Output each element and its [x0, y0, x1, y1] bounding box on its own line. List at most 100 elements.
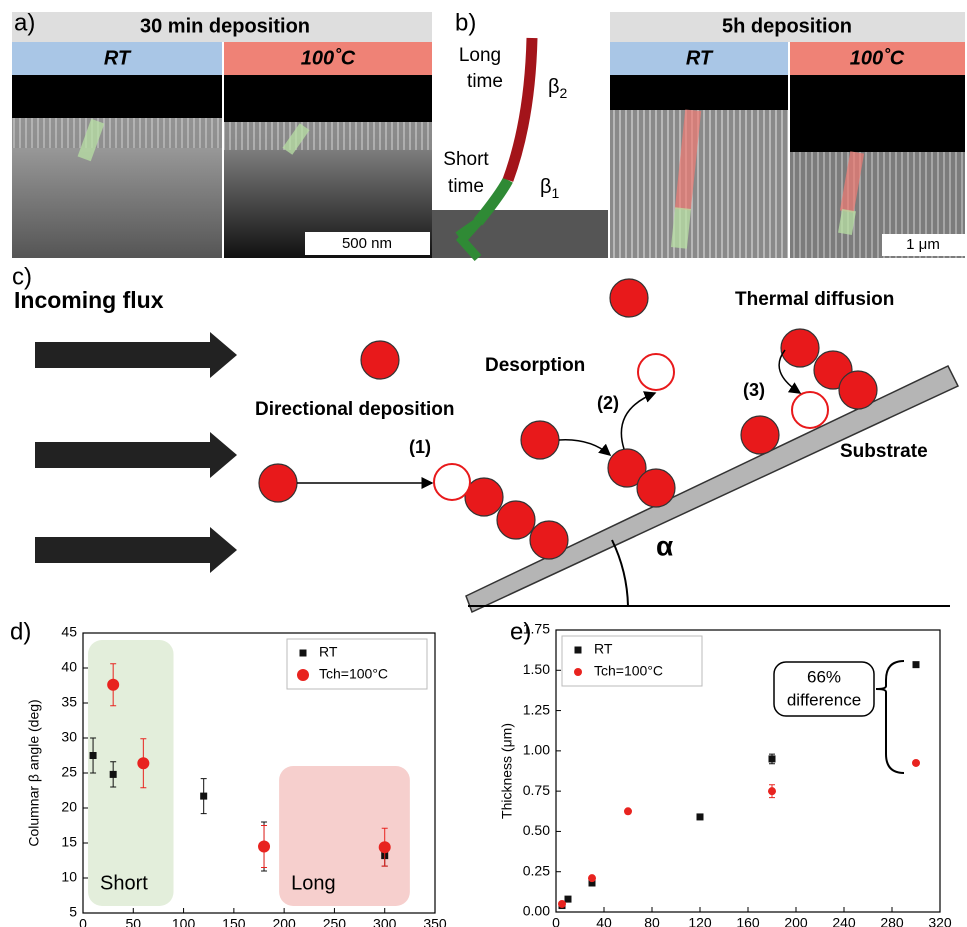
region-label: Long	[291, 872, 336, 894]
y-tick-label: 1.50	[523, 661, 550, 677]
x-tick-label: 120	[688, 915, 712, 927]
legend-label: RT	[594, 641, 613, 657]
x-tick-label: 240	[832, 915, 856, 927]
paths	[297, 349, 802, 489]
y-tick-label: 30	[61, 729, 77, 745]
point	[912, 758, 920, 767]
x-tick-label: 200	[272, 916, 296, 927]
label: Incoming flux	[14, 287, 164, 313]
y-tick-label: 25	[61, 764, 77, 780]
chart: e) 0 40 80 120 160 200 240 280 320 0.00 0.25 0.50 0.7…	[499, 618, 952, 927]
header: RT	[686, 47, 714, 69]
y-tick-label: 15	[61, 834, 77, 850]
label: (1)	[409, 437, 431, 457]
point	[378, 841, 391, 854]
point	[258, 840, 271, 853]
legend-label: RT	[319, 644, 338, 660]
y-tick-label: 35	[61, 694, 77, 710]
y-tick-label: 20	[61, 799, 77, 815]
x-tick-label: 150	[222, 916, 246, 927]
arrow	[558, 439, 612, 456]
annotation-box	[773, 661, 875, 717]
header: 100˚C	[850, 46, 905, 69]
flux-arrow	[35, 332, 237, 378]
annotation-text: difference	[787, 690, 861, 709]
point	[696, 813, 704, 821]
x-tick-label: 280	[880, 915, 904, 927]
y-tick-label: 10	[61, 869, 77, 885]
atom	[780, 328, 820, 368]
scale-bar	[305, 232, 430, 255]
atom	[520, 420, 560, 460]
vacancies	[433, 353, 829, 501]
chart: d) Short Long 0 50 100 150 200 250 300 350 5 10 15 20 2…	[10, 618, 447, 927]
x-tick-label: 100	[172, 916, 196, 927]
column-marker	[670, 207, 692, 249]
point	[200, 792, 208, 800]
label: time	[448, 176, 484, 197]
y-axis-title: Columnar β angle (deg)	[26, 699, 42, 846]
open-atom	[637, 353, 675, 391]
film	[610, 110, 788, 258]
atom	[838, 370, 878, 410]
panel-title: 30 min deposition	[140, 15, 310, 37]
column-marker	[839, 151, 865, 213]
x-tick-label: 0	[552, 915, 560, 927]
panel-label: b)	[455, 9, 476, 36]
y-tick-label: 40	[61, 659, 77, 675]
y-axis-title: Thickness (μm)	[499, 723, 515, 819]
flux-arrow	[35, 527, 237, 573]
point	[768, 755, 776, 763]
point	[624, 807, 632, 816]
header: RT	[104, 47, 132, 69]
flux-arrow	[35, 432, 237, 478]
atom	[496, 500, 536, 540]
x-tick-label: 0	[79, 916, 87, 927]
annotation: 66% difference	[773, 660, 905, 774]
x-tick-label: 200	[784, 915, 808, 927]
point	[564, 895, 572, 903]
label: (3)	[743, 380, 765, 400]
title-bar	[610, 12, 965, 42]
atom	[607, 448, 647, 488]
legend-label: Tch=100°C	[319, 666, 388, 682]
legend-box	[286, 638, 428, 690]
scale-bar	[882, 234, 965, 256]
x-tick-label: 40	[596, 915, 612, 927]
header-bar	[610, 42, 788, 75]
atoms	[258, 278, 878, 560]
panel-label: d)	[10, 618, 31, 645]
point	[107, 678, 120, 691]
panel-a: 500 nm a) 30 min deposition RT 100˚C	[12, 9, 432, 258]
panel-label: a)	[14, 9, 35, 36]
label: time	[467, 71, 503, 92]
y-tick-label: 0.00	[523, 903, 550, 919]
arrow	[778, 349, 802, 394]
point	[297, 669, 309, 681]
region	[88, 640, 174, 906]
point	[109, 770, 117, 778]
y-tick-label: 1.25	[523, 701, 550, 717]
title-bar	[12, 12, 432, 42]
x-tick-label: 50	[125, 916, 141, 927]
atom	[636, 468, 676, 508]
subscript: 1	[552, 185, 560, 201]
label: Thermal diffusion	[735, 289, 894, 310]
column-marker	[77, 118, 105, 162]
atom	[740, 415, 780, 455]
label: Desorption	[485, 355, 585, 376]
flux-arrows	[35, 332, 237, 573]
y-tick-label: 45	[61, 624, 77, 640]
open-atom	[433, 463, 471, 501]
atom	[464, 477, 504, 517]
column-marker	[674, 109, 702, 211]
atom	[360, 340, 400, 380]
point	[137, 757, 150, 770]
x-tick-label: 80	[644, 915, 660, 927]
film	[12, 118, 222, 148]
label: (2)	[597, 393, 619, 413]
atom	[258, 463, 298, 503]
angle-label: α	[656, 530, 673, 561]
label: Short	[443, 149, 489, 170]
